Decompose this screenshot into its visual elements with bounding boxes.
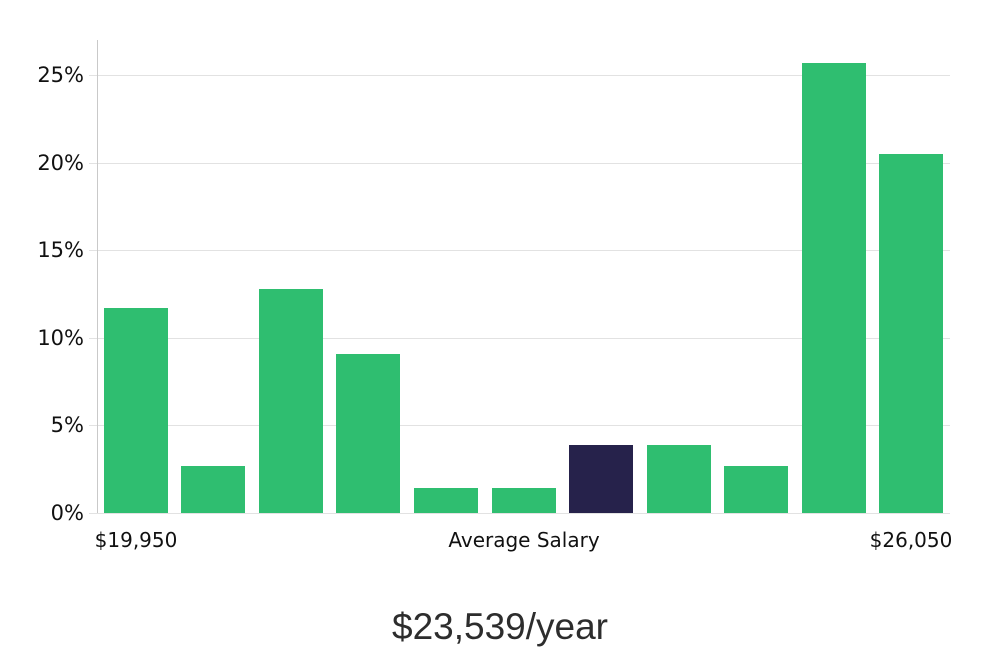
gridline-25% [89,75,950,76]
y-tick-label-15%: 15% [37,238,84,262]
gridline-10% [89,338,950,339]
x-axis-label-min-salary: $19,950 [94,528,178,552]
salary-bucket-bar-9 [802,63,866,513]
y-tick-label-0%: 0% [50,501,84,525]
y-tick-label-20%: 20% [37,151,84,175]
gridline-20% [89,163,950,164]
salary-bucket-bar-7 [647,445,711,513]
salary-bucket-bar-4 [414,488,478,513]
gridline-0% [89,513,950,514]
salary-bucket-bar-5 [492,488,556,513]
y-tick-label-10%: 10% [37,326,84,350]
salary-bucket-bar-8 [724,466,788,513]
gridline-5% [89,425,950,426]
salary-bucket-bar-1 [181,466,245,513]
x-axis-label-average-salary: Average Salary [448,528,600,552]
x-axis-label-max-salary: $26,050 [869,528,953,552]
salary-bucket-bar-10 [879,154,943,513]
salary-bucket-bar-2 [259,289,323,513]
salary-bucket-bar-0 [104,308,168,513]
average-salary-highlighted-bar [569,445,633,513]
y-tick-label-5%: 5% [50,413,84,437]
y-axis-line [97,40,98,513]
y-tick-label-25%: 25% [37,63,84,87]
gridline-15% [89,250,950,251]
average-salary-title: $23,539/year [391,606,609,647]
salary-bucket-bar-3 [336,354,400,513]
